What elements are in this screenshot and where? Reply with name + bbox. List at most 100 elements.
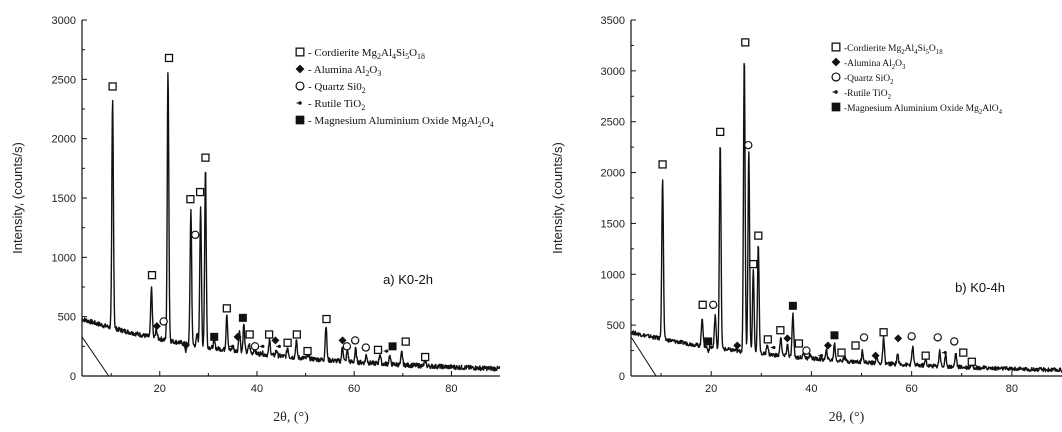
phase-marker-filled [830,331,839,340]
phase-marker-circle-half [802,350,811,355]
x-tick-label: 60 [906,383,918,395]
phase-marker-square [186,195,195,204]
phase-marker-filled [704,337,713,346]
phase-marker-square [164,53,174,63]
legend-entry: -Cordierite Mg2Al4Si5O18 [844,44,943,56]
legend-formula-part: AlO [982,104,999,114]
phase-marker-square [749,259,758,269]
legend-formula-part: Si [918,44,926,54]
legend-label: - Quartz Si0 [308,81,362,93]
phase-marker-filled [210,332,219,341]
legend-label: -Cordierite Mg [844,44,902,54]
y-tick-label: 3000 [601,66,625,78]
phase-marker-square [222,304,231,313]
phase-marker-diamond [338,336,347,345]
phase-marker-square [195,187,205,197]
phase-marker-diamond [894,334,903,343]
legend-subscript: 4 [914,49,918,56]
phase-marker-diamond [152,322,161,331]
legend-formula-part: Al [905,44,915,54]
y-axis-label: Intensity, (counts/s) [10,142,25,254]
legend-subscript: 2 [892,64,896,71]
x-tick-label: 60 [348,383,360,395]
legend-subscript: 5 [926,49,930,56]
phase-marker-circle-half [159,321,168,326]
legend: -Cordierite Mg2Al4Si5O18-Alumina Al2O3-Q… [831,42,1003,116]
legend-marker-square [831,42,841,52]
legend-subscript: 2 [901,49,905,56]
phase-marker-circle-half [191,234,200,239]
legend-entry: - Cordierite Mg2Al4Si5O18 [308,47,425,61]
legend-subscript: 18 [936,49,943,56]
phase-marker-square [292,330,301,339]
legend-label: - Cordierite Mg [308,47,378,59]
phase-marker-filled [388,342,397,351]
phase-marker-square [754,231,763,240]
x-tick-label: 20 [154,383,166,395]
legend-subscript: 2 [890,79,894,86]
phase-marker-dot [943,351,947,355]
background-tangent-line [631,336,657,376]
phase-marker-square [741,38,750,47]
legend-label: -Alumina Al [844,59,892,69]
x-axis-label: 2θ, (°) [273,410,309,425]
phase-marker-circle-half [250,346,260,351]
panel-label: a) K0-2h [383,272,433,287]
legend-label: -Rutile TiO [844,89,888,99]
phase-marker-dot [819,354,824,358]
phase-marker-square [763,335,772,344]
x-tick-label: 20 [705,383,717,395]
legend-subscript: 2 [979,109,983,116]
phase-marker-square [373,345,383,355]
legend-formula-part: Al [381,47,392,59]
legend-label: -Magnesium Aluminium Oxide Mg [844,104,979,114]
phase-marker-square [921,351,930,360]
phase-marker-square [879,328,888,337]
phase-marker-circle-half [744,145,753,150]
x-axis-label: 2θ, (°) [829,410,865,425]
legend-subscript: 2 [362,86,366,95]
y-tick-label: 2500 [52,74,76,86]
phase-marker-square [776,326,785,335]
y-tick-label: 1500 [601,218,625,230]
y-tick-label: 500 [58,312,76,324]
y-tick-label: 0 [619,371,625,383]
xrd-panel-1: 0 500 1000 1500 2000 2500 3000 20 40 60 80 2θ, (°) I… [10,15,500,425]
legend-entry: -Magnesium Aluminium Oxide Mg2AlO4 [844,104,1003,116]
phase-marker-square [108,82,117,91]
legend-marker-circle-half [295,85,305,91]
phase-marker-square [698,300,707,309]
phase-marker-square [283,338,292,347]
legend-formula-part: O [409,47,417,59]
phase-marker-diamond [271,336,280,345]
legend-subscript: 2 [377,52,381,61]
phase-marker-circle-half [361,347,371,352]
phase-marker-square [837,348,846,357]
legend-entry: - Alumina Al2O3 [308,64,381,78]
y-axis-label: Intensity, (counts/s) [550,142,565,254]
legend-entry: -Quartz SiO2 [844,74,894,86]
phase-marker-diamond [783,334,792,343]
phase-marker-square [264,330,274,339]
legend-subscript: 2 [478,120,482,129]
phase-marker-square [851,341,860,350]
legend-marker-circle-half [831,76,841,82]
y-tick-label: 2500 [601,117,625,129]
y-tick-label: 3500 [601,15,625,27]
phase-marker-circle-half [859,337,869,342]
legend-label: - Magnesium Aluminium Oxide MgAl [308,115,478,127]
legend-marker-diamond [295,64,305,74]
phase-marker-diamond [823,341,832,350]
legend-subscript: 3 [377,69,381,78]
legend-formula-part: O [895,59,902,69]
x-tick-label: 80 [445,383,457,395]
legend-marker-filled [831,102,841,112]
legend-marker-square [295,47,305,57]
phase-marker-diamond [733,341,742,350]
legend-subscript: 2 [361,103,365,112]
legend-marker-filled [295,115,305,125]
phase-marker-square [201,153,210,162]
legend-subscript: 4 [490,120,494,129]
phase-marker-square [658,160,667,169]
